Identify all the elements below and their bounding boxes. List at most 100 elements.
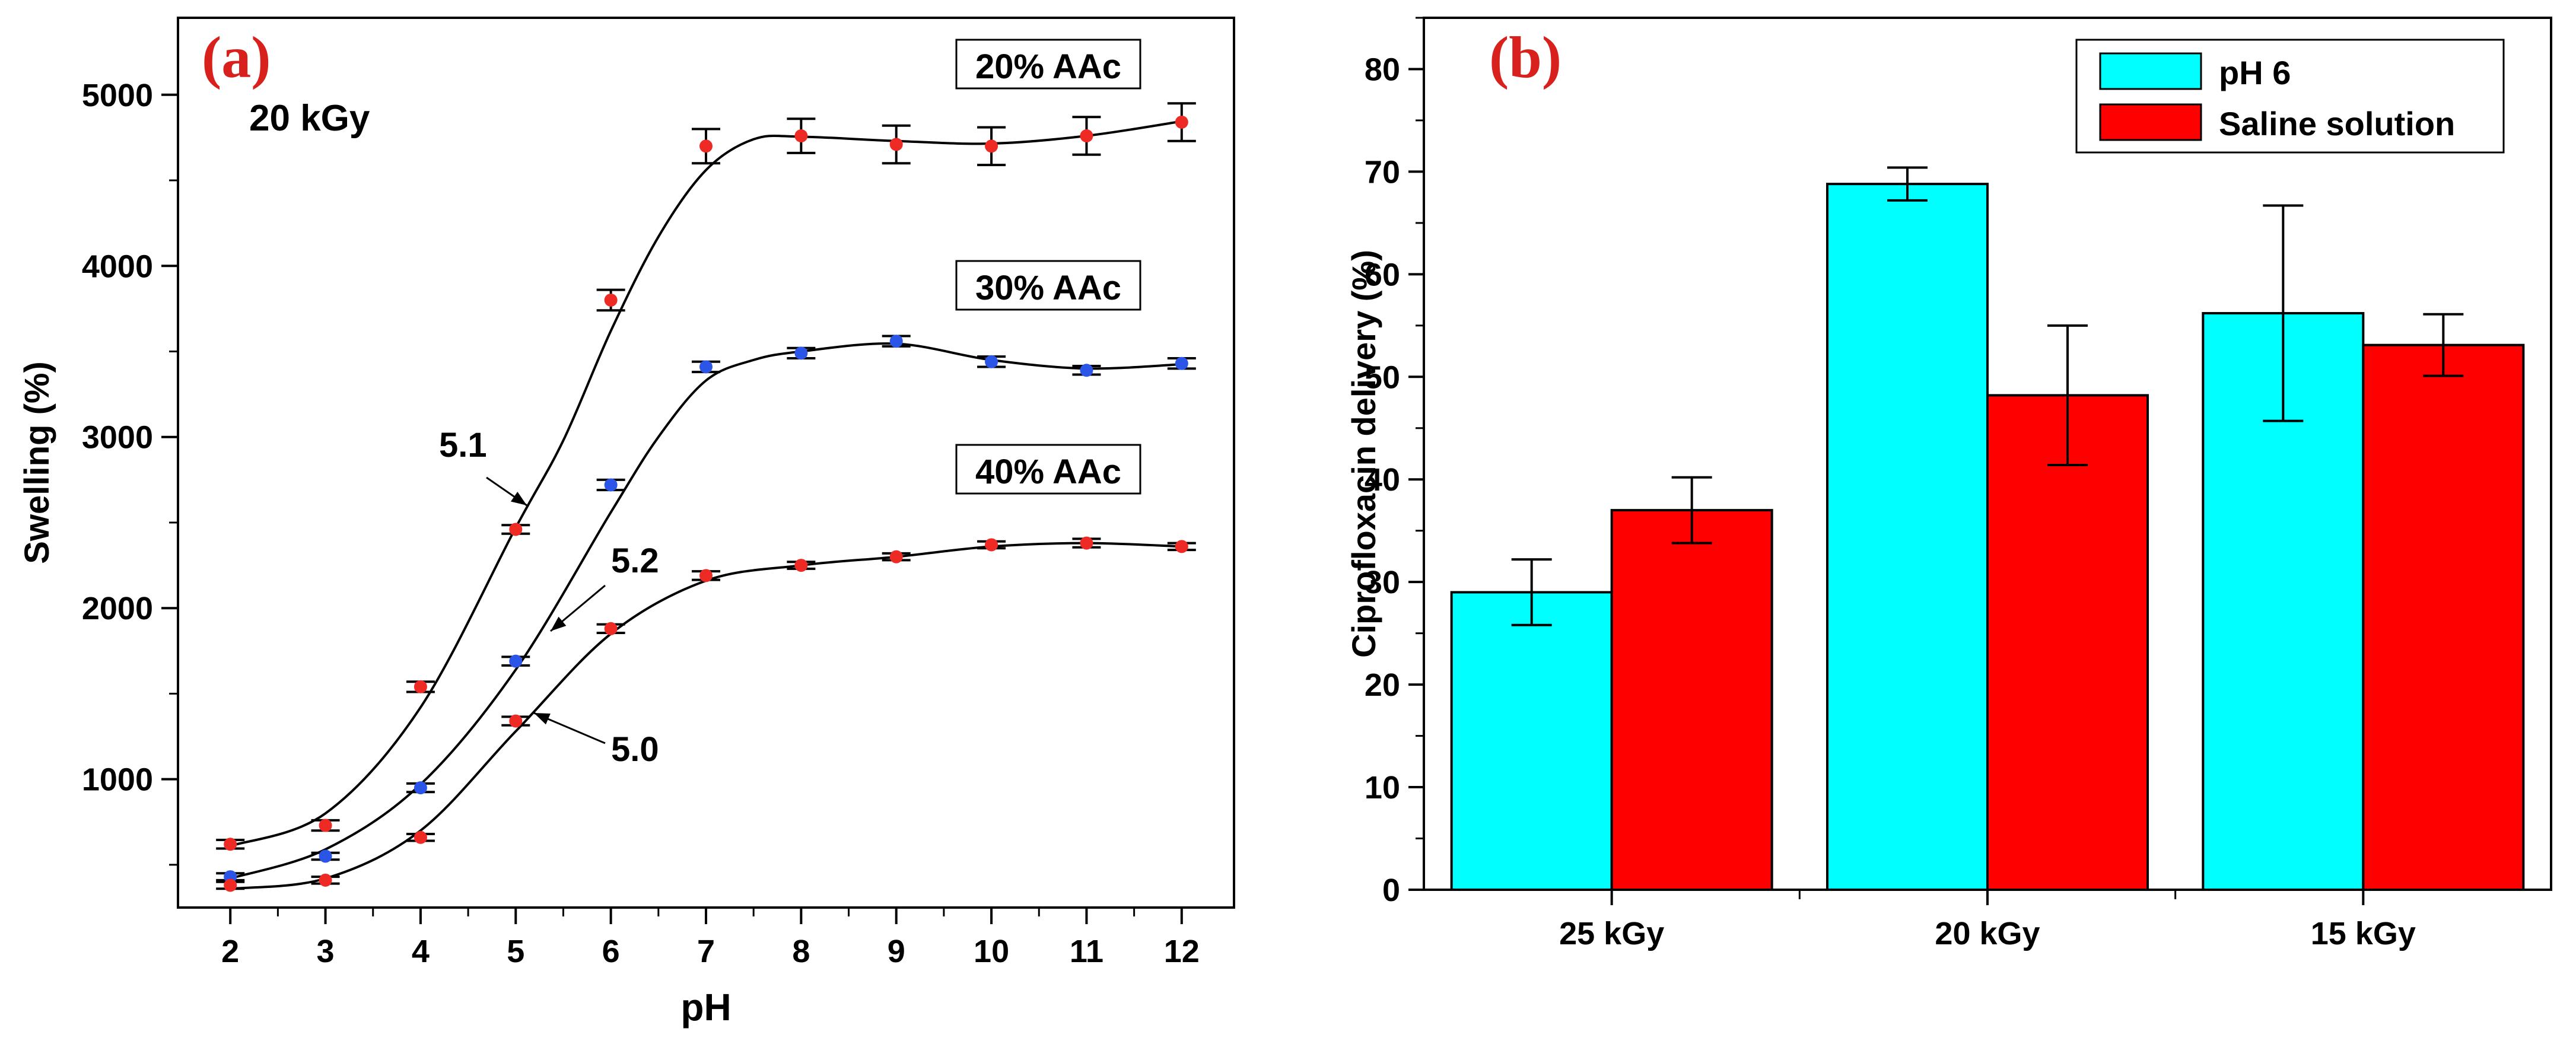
legend-box-30-aac: 30% AAc bbox=[955, 260, 1141, 311]
annotation-arrowhead bbox=[510, 491, 527, 505]
point-40-aac bbox=[787, 559, 816, 572]
x-tick-label-a: 4 bbox=[412, 934, 430, 969]
x-axis-label-a: pH bbox=[680, 986, 731, 1029]
y-tick-label-a: 3000 bbox=[82, 420, 153, 456]
point-30-aac bbox=[882, 335, 911, 348]
marker-40-aac bbox=[699, 569, 713, 582]
marker-20-aac bbox=[319, 819, 332, 832]
point-30-aac bbox=[692, 360, 720, 374]
y-tick-label-a: 5000 bbox=[82, 78, 153, 113]
marker-20-aac bbox=[985, 139, 998, 153]
point-20-aac bbox=[501, 523, 530, 536]
annotations-a: 5.1 5.2 5.0 bbox=[439, 426, 659, 769]
marker-20-aac bbox=[1175, 115, 1188, 129]
bar-saline-solution-15-kgy bbox=[2362, 343, 2525, 891]
legend-box-40-aac: 40% AAc bbox=[955, 444, 1141, 495]
y-tick-label-b: 20 bbox=[1365, 667, 1400, 703]
marker-20-aac bbox=[224, 838, 237, 851]
y-tick-label-b: 30 bbox=[1365, 565, 1400, 600]
panel-label-b: (b) bbox=[1489, 24, 1561, 90]
marker-20-aac bbox=[414, 680, 427, 693]
point-40-aac bbox=[216, 878, 245, 892]
data-points-a bbox=[216, 102, 1196, 892]
point-20-aac bbox=[692, 128, 720, 165]
series-label-20-aac: 20% AAc bbox=[975, 47, 1121, 86]
y-tick-label-b: 40 bbox=[1365, 462, 1400, 498]
marker-40-aac bbox=[794, 559, 808, 572]
legend-label-saline: Saline solution bbox=[2219, 105, 2455, 142]
marker-30-aac bbox=[509, 654, 523, 668]
point-40-aac bbox=[596, 622, 625, 635]
y-tick-label-a: 1000 bbox=[82, 762, 153, 798]
fit-curve-30-aac bbox=[230, 342, 1182, 880]
point-40-aac bbox=[1167, 540, 1196, 553]
y-tick-label-b: 80 bbox=[1365, 52, 1400, 87]
marker-30-aac bbox=[604, 478, 618, 492]
series-label-30-aac: 30% AAc bbox=[975, 269, 1121, 307]
fit-curves-a bbox=[230, 120, 1182, 890]
point-30-aac bbox=[501, 654, 530, 668]
point-30-aac bbox=[1072, 364, 1101, 377]
annotation-arrowhead bbox=[534, 713, 551, 725]
y-tick-label-b: 60 bbox=[1365, 257, 1400, 292]
y-axis-label-a: Swelling (%) bbox=[18, 361, 56, 564]
annotation-5-0: 5.0 bbox=[611, 730, 659, 769]
annotation-arrowhead bbox=[551, 616, 567, 631]
bars-b bbox=[1450, 166, 2525, 892]
bar-saline-solution-25-kgy bbox=[1610, 509, 1773, 891]
x-tick-label-a: 6 bbox=[602, 934, 620, 969]
point-20-aac bbox=[216, 838, 245, 851]
marker-20-aac bbox=[794, 129, 808, 143]
bar-saline-solution-20-kgy bbox=[1986, 394, 2149, 891]
panel-label-a: (a) bbox=[202, 24, 271, 90]
marker-30-aac bbox=[985, 355, 998, 368]
point-30-aac bbox=[406, 781, 435, 795]
marker-20-aac bbox=[699, 139, 713, 153]
annotation-5-2: 5.2 bbox=[611, 542, 659, 580]
x-tick-label-a: 2 bbox=[221, 934, 239, 969]
y-tick-label-a: 2000 bbox=[82, 591, 153, 626]
legend-swatch-ph6 bbox=[2099, 52, 2202, 90]
point-40-aac bbox=[311, 873, 340, 887]
legend-box-20-aac: 20% AAc bbox=[955, 39, 1141, 90]
y-tick-label-b: 50 bbox=[1365, 359, 1400, 395]
point-20-aac bbox=[311, 819, 340, 832]
point-20-aac bbox=[1072, 116, 1101, 156]
point-20-aac bbox=[787, 117, 816, 154]
marker-30-aac bbox=[414, 781, 427, 795]
marker-20-aac bbox=[604, 293, 618, 307]
marker-30-aac bbox=[794, 346, 808, 360]
y-tick-label-a: 4000 bbox=[82, 249, 153, 284]
y-tick-label-b: 0 bbox=[1382, 873, 1400, 908]
x-tick-label-a: 8 bbox=[792, 934, 810, 969]
legend-b: pH 6 Saline solution bbox=[2075, 39, 2505, 154]
point-20-aac bbox=[1167, 102, 1196, 142]
marker-30-aac bbox=[1175, 356, 1188, 370]
x-tick-label-a: 3 bbox=[317, 934, 335, 969]
x-tick-label-b: 25 kGy bbox=[1559, 916, 1664, 951]
fit-curve-20-aac bbox=[230, 120, 1182, 848]
x-tick-label-a: 7 bbox=[697, 934, 715, 969]
annotation-5-1: 5.1 bbox=[439, 426, 487, 464]
marker-40-aac bbox=[889, 550, 903, 564]
marker-40-aac bbox=[1175, 540, 1188, 553]
point-30-aac bbox=[1167, 356, 1196, 370]
point-20-aac bbox=[882, 124, 911, 165]
x-tick-label-a: 9 bbox=[888, 934, 905, 969]
legend-label-ph6: pH 6 bbox=[2219, 54, 2291, 91]
marker-30-aac bbox=[1080, 364, 1093, 377]
fit-curve-40-aac bbox=[230, 542, 1182, 890]
legend-swatch-saline bbox=[2099, 103, 2202, 141]
point-40-aac bbox=[406, 830, 435, 844]
point-20-aac bbox=[596, 288, 625, 312]
y-tick-label-b: 70 bbox=[1365, 154, 1400, 190]
y-axis-label-b: Ciprofloxacin delivery (%) bbox=[1345, 250, 1382, 658]
point-40-aac bbox=[1072, 536, 1101, 550]
x-tick-label-b: 20 kGy bbox=[1935, 916, 2040, 951]
axis-ticks-b: 25 kGy 20 kGy 15 kGy 0 10 20 30 40 50 60 70 80 bbox=[1365, 17, 2416, 951]
x-tick-label-b: 15 kGy bbox=[2311, 916, 2416, 951]
point-30-aac bbox=[977, 355, 1006, 368]
marker-40-aac bbox=[985, 538, 998, 552]
marker-40-aac bbox=[319, 873, 332, 887]
point-40-aac bbox=[882, 550, 911, 564]
